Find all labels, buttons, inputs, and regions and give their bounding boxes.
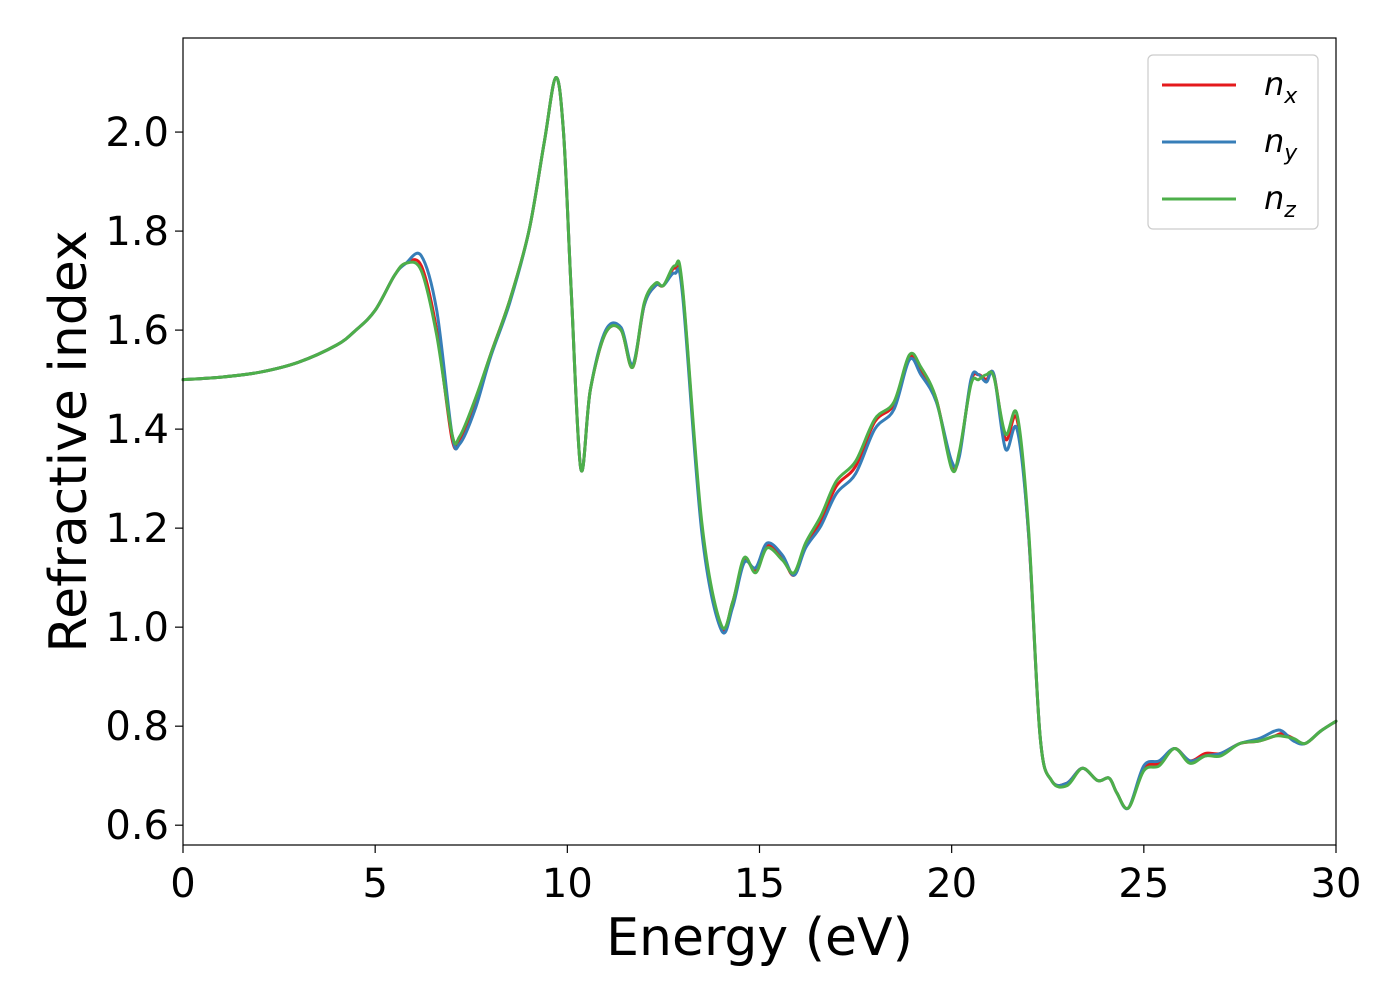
y-tick-label: 1.6 [105,308,169,354]
y-axis-label: Refractive index [39,230,99,652]
legend: nx ny nz [1147,54,1319,230]
x-tick-label: 10 [542,861,593,907]
y-tick-label: 1.8 [105,209,169,255]
y-tick-label: 1.4 [105,407,169,453]
legend-label-n-z: nz [1264,179,1296,223]
y-tick-label: 0.6 [105,803,169,849]
axis-ticks: 0 5 10 15 20 25 30 0.6 0.8 1.0 1.2 1.4 1.6 1.8 2.0 [105,110,1361,907]
legend-label-n-x: nx [1264,65,1298,109]
x-tick-label: 0 [170,861,195,907]
x-axis-label: Energy (eV) [606,908,913,968]
x-tick-label: 30 [1311,861,1362,907]
x-tick-label: 20 [926,861,977,907]
y-tick-label: 1.0 [105,605,169,651]
legend-items: nx ny nz [1162,65,1298,223]
series-layer [181,76,1338,811]
series-line-n-z [181,76,1338,811]
x-tick-label: 25 [1118,861,1169,907]
x-tick-label: 5 [362,861,387,907]
legend-label-n-y: ny [1264,122,1298,166]
y-tick-label: 0.8 [105,704,169,750]
x-tick-label: 15 [734,861,785,907]
y-tick-label: 1.2 [105,506,169,552]
y-tick-label: 2.0 [105,110,169,156]
